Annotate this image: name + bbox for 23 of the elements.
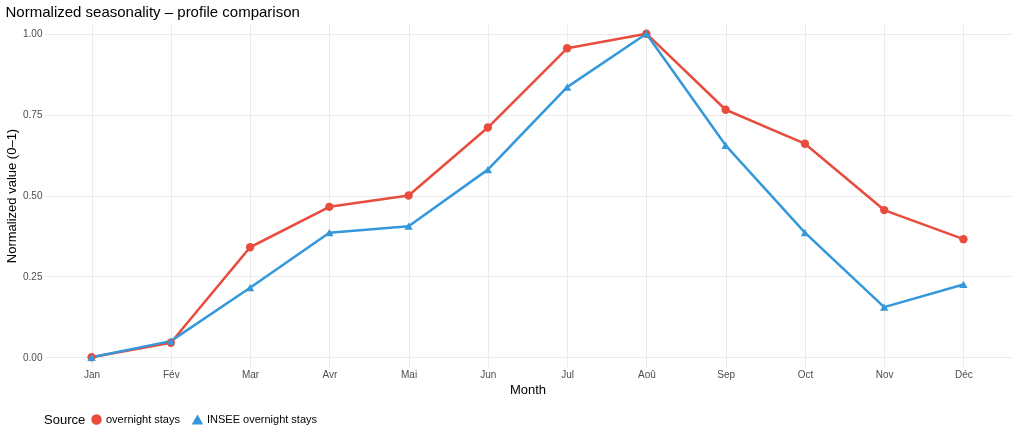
x-tick-label: Jan (83, 368, 101, 380)
legend-title: Source (44, 412, 86, 427)
y-tick-label: 1.00 (23, 28, 43, 40)
x-tick-label: Jul (561, 368, 575, 380)
x-tick-label: Aoû (637, 368, 656, 380)
x-tick-label: Nov (875, 368, 894, 380)
x-tick-label: Mar (241, 368, 260, 380)
y-tick-label: 0.00 (23, 351, 43, 363)
x-axis-title: Month (509, 381, 547, 397)
x-tick-label: Fév (162, 368, 180, 380)
x-tick-label: Oct (797, 368, 814, 380)
x-tick-label: Jun (480, 368, 497, 380)
chart-title: Normalized seasonality – profile comparison (5, 3, 300, 20)
x-tick-label: Mai (401, 368, 418, 380)
x-tick-label: Déc (955, 368, 973, 380)
y-tick-label: 0.25 (23, 270, 43, 282)
legend-label: overnight stays (106, 412, 181, 425)
legend-label: INSEE overnight stays (207, 412, 318, 425)
y-axis-title: Normalized value (0–1) (4, 128, 20, 264)
x-tick-label: Avr (322, 368, 338, 380)
y-tick-label: 0.75 (23, 109, 43, 121)
x-tick-label: Sep (717, 368, 736, 380)
y-tick-label: 0.50 (23, 190, 43, 201)
